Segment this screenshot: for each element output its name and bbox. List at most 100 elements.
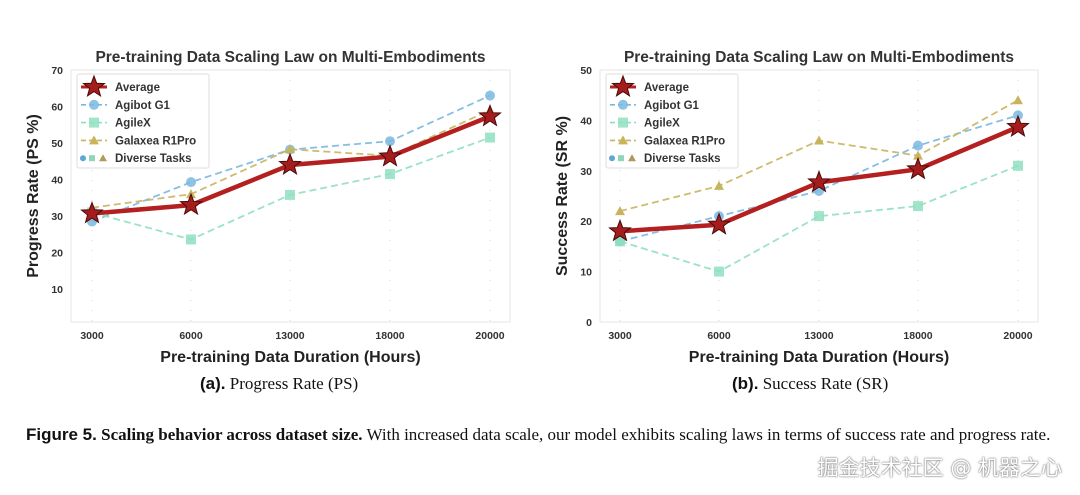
- data-point: [186, 177, 196, 188]
- y-tick-label: 30: [580, 166, 592, 178]
- y-tick-label: 50: [51, 138, 63, 150]
- data-point: [385, 136, 395, 147]
- legend-marker: [611, 74, 635, 98]
- data-point: [807, 169, 831, 193]
- legend-label: Diverse Tasks: [644, 153, 721, 165]
- chart-title: Pre-training Data Scaling Law on Multi-E…: [624, 49, 1014, 66]
- data-point: [285, 189, 295, 200]
- legend-label: Galaxea R1Pro: [115, 135, 196, 147]
- data-point: [913, 140, 923, 151]
- data-point: [278, 152, 302, 176]
- x-tick-label: 13000: [804, 330, 833, 342]
- data-point: [179, 192, 203, 216]
- caption-b: (b). Success Rate (SR): [732, 374, 888, 394]
- legend: [605, 73, 739, 169]
- y-tick-label: 30: [51, 211, 63, 223]
- legend-marker: [618, 135, 628, 145]
- data-point: [385, 169, 395, 180]
- x-tick-label: 20000: [475, 330, 504, 342]
- data-point: [485, 132, 495, 143]
- data-point: [378, 144, 402, 167]
- legend-label: Diverse Tasks: [115, 153, 192, 165]
- data-point: [707, 212, 731, 235]
- caption-a-label: (a).: [200, 374, 226, 393]
- legend-marker: [89, 155, 95, 162]
- chart-success-rate: Pre-training Data Scaling Law on Multi-E…: [554, 49, 1039, 366]
- data-point: [714, 180, 724, 190]
- legend-marker: [89, 117, 99, 128]
- data-point: [913, 201, 923, 212]
- legend-marker: [618, 117, 628, 128]
- legend: [76, 73, 210, 169]
- legend-marker: [628, 154, 636, 162]
- data-point: [1006, 114, 1030, 138]
- y-tick-label: 70: [51, 65, 63, 77]
- data-point: [615, 236, 625, 247]
- legend-label: Galaxea R1Pro: [644, 135, 725, 147]
- caption-b-text: Success Rate (SR): [762, 374, 889, 393]
- legend-label: Average: [115, 82, 160, 94]
- data-point: [814, 135, 824, 145]
- x-tick-label: 20000: [1003, 330, 1032, 342]
- legend-label: Agibot G1: [644, 100, 700, 112]
- x-tick-label: 3000: [80, 330, 104, 342]
- chart-progress-rate: Pre-training Data Scaling Law on Multi-E…: [25, 49, 511, 366]
- y-axis-label: Progress Rate (PS %): [25, 114, 42, 278]
- legend-label: Average: [644, 82, 689, 94]
- data-point: [80, 201, 104, 224]
- legend-marker: [82, 74, 106, 98]
- legend-marker: [99, 154, 107, 162]
- legend-marker: [609, 155, 615, 162]
- figure-label: Figure 5.: [26, 425, 97, 444]
- legend-marker: [618, 155, 624, 162]
- data-point: [906, 156, 930, 180]
- legend-marker: [618, 99, 628, 110]
- x-tick-label: 18000: [375, 330, 404, 342]
- y-tick-label: 50: [580, 65, 592, 77]
- figure-bold: Scaling behavior across dataset size.: [101, 425, 363, 444]
- data-point: [285, 144, 295, 154]
- legend-label: Agibot G1: [115, 100, 171, 112]
- legend-label: AgileX: [644, 118, 680, 130]
- series-line-agibot-g1: [619, 114, 1019, 243]
- y-tick-label: 60: [51, 102, 63, 114]
- data-point: [615, 206, 625, 216]
- x-tick-label: 6000: [707, 330, 731, 342]
- x-axis-label: Pre-training Data Duration (Hours): [689, 349, 949, 366]
- legend-marker: [89, 99, 99, 110]
- figure-text: With increased data scale, our model exh…: [366, 425, 1051, 444]
- x-tick-label: 6000: [179, 330, 203, 342]
- y-axis-label: Success Rate (SR %): [554, 116, 571, 276]
- x-tick-label: 3000: [608, 330, 632, 342]
- caption-b-label: (b).: [732, 374, 759, 393]
- data-point: [608, 218, 632, 242]
- caption-a: (a). Progress Rate (PS): [200, 374, 358, 394]
- data-point: [913, 150, 923, 160]
- data-point: [814, 211, 824, 222]
- caption-a-text: Progress Rate (PS): [229, 374, 359, 393]
- figure-caption: Figure 5. Scaling behavior across datase…: [26, 422, 1056, 447]
- y-tick-label: 40: [580, 115, 592, 127]
- y-tick-label: 10: [580, 267, 592, 279]
- series-line-galaxea-r1pro: [91, 109, 491, 209]
- watermark: 掘金技术社区 @ 机器之心: [817, 456, 1062, 480]
- legend-marker: [89, 135, 99, 145]
- data-point: [1013, 160, 1023, 171]
- data-point: [714, 266, 724, 277]
- legend-marker: [80, 155, 86, 162]
- x-axis-label: Pre-training Data Duration (Hours): [160, 349, 420, 366]
- x-tick-label: 13000: [275, 330, 304, 342]
- data-point: [485, 90, 495, 101]
- y-tick-label: 0: [586, 317, 592, 329]
- series-line-agilex: [619, 164, 1019, 273]
- legend-label: AgileX: [115, 118, 151, 130]
- data-point: [186, 234, 196, 245]
- y-tick-label: 10: [51, 284, 63, 296]
- data-point: [1013, 95, 1023, 105]
- y-tick-label: 20: [51, 248, 63, 260]
- x-tick-label: 18000: [903, 330, 932, 342]
- figure-charts: Pre-training Data Scaling Law on Multi-E…: [25, 49, 1039, 366]
- y-tick-label: 20: [580, 216, 592, 228]
- y-tick-label: 40: [51, 175, 63, 187]
- data-point: [478, 103, 502, 127]
